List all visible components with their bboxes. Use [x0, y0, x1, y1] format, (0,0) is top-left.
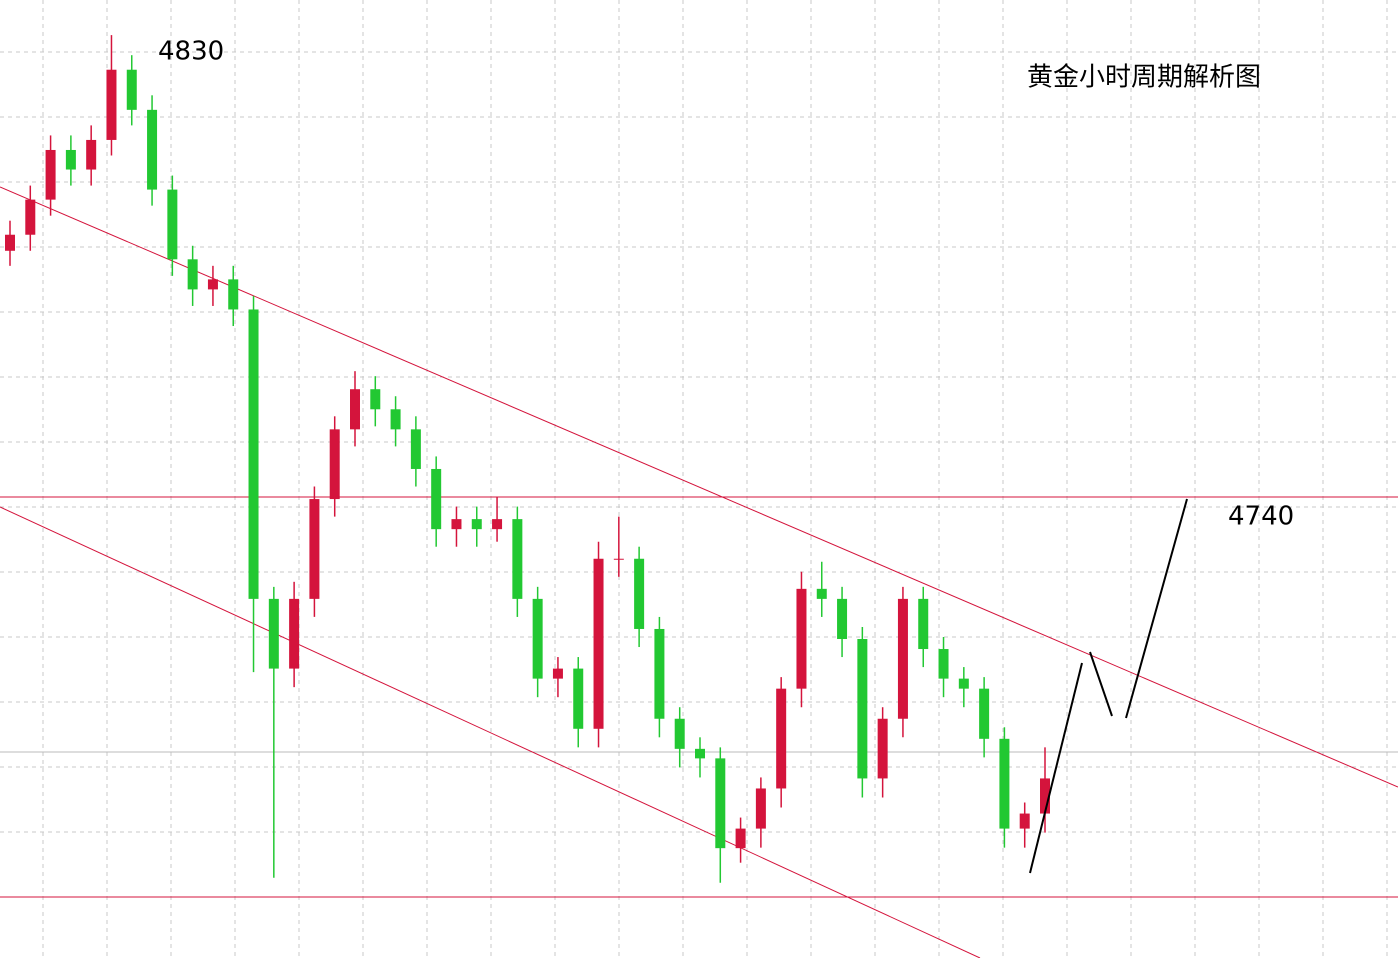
candle-body — [350, 389, 360, 430]
candle-body — [289, 598, 300, 669]
candle-body — [390, 409, 401, 430]
candle-body — [65, 149, 76, 170]
candle-body — [1040, 778, 1050, 814]
candle-body — [471, 519, 482, 530]
annotation: 4830 — [158, 37, 224, 67]
projection-line — [1029, 662, 1083, 874]
candle-body — [999, 738, 1010, 829]
candle-body — [634, 558, 645, 629]
channel-upper — [0, 186, 1398, 788]
candle-body — [552, 668, 563, 679]
candle-body — [755, 788, 766, 829]
candle-body — [410, 429, 421, 469]
candle-body — [451, 519, 462, 530]
candle-body — [370, 389, 381, 410]
candle-body — [25, 199, 36, 235]
candle-body — [979, 688, 990, 739]
candle-body — [938, 649, 949, 679]
candle-body — [593, 558, 604, 729]
candle-body — [857, 639, 868, 779]
candle-body — [776, 688, 787, 789]
candle-body — [837, 598, 848, 640]
candle-body — [431, 468, 442, 530]
candle-body — [918, 598, 929, 650]
candle-body — [45, 149, 56, 200]
candle-body — [228, 279, 239, 310]
channel-lower — [0, 506, 981, 958]
candle-body — [492, 519, 503, 530]
candle-body — [207, 279, 218, 290]
candle-body — [329, 429, 340, 500]
candle-body — [1019, 813, 1030, 829]
candle-body — [613, 558, 624, 560]
candle-body — [532, 598, 543, 679]
candle-body — [167, 189, 178, 260]
candle-body — [674, 718, 685, 749]
candle-body — [512, 519, 523, 599]
candle-body — [695, 748, 705, 759]
candle-body — [187, 259, 198, 290]
annotation: 4740 — [1228, 502, 1294, 532]
projection-line — [1089, 651, 1113, 717]
candle-body — [147, 109, 158, 190]
candle-body — [573, 668, 584, 729]
candle-body — [796, 588, 807, 689]
candle-body — [816, 588, 827, 599]
candle-body — [5, 234, 15, 251]
chart-title: 黄金小时周期解析图 — [1027, 63, 1261, 93]
candle-body — [86, 139, 97, 170]
candle-body — [877, 718, 888, 779]
candle-body — [106, 69, 117, 140]
candle-body — [268, 598, 279, 669]
candle-body — [735, 828, 746, 849]
candle-body — [715, 758, 726, 849]
candle-body — [654, 628, 665, 719]
candle-body — [248, 309, 259, 599]
candles — [5, 35, 1050, 883]
candle-body — [309, 499, 320, 599]
candle-body — [897, 598, 908, 719]
projection-line — [1125, 498, 1188, 719]
candle-body — [126, 69, 137, 110]
candle-body — [958, 678, 969, 689]
